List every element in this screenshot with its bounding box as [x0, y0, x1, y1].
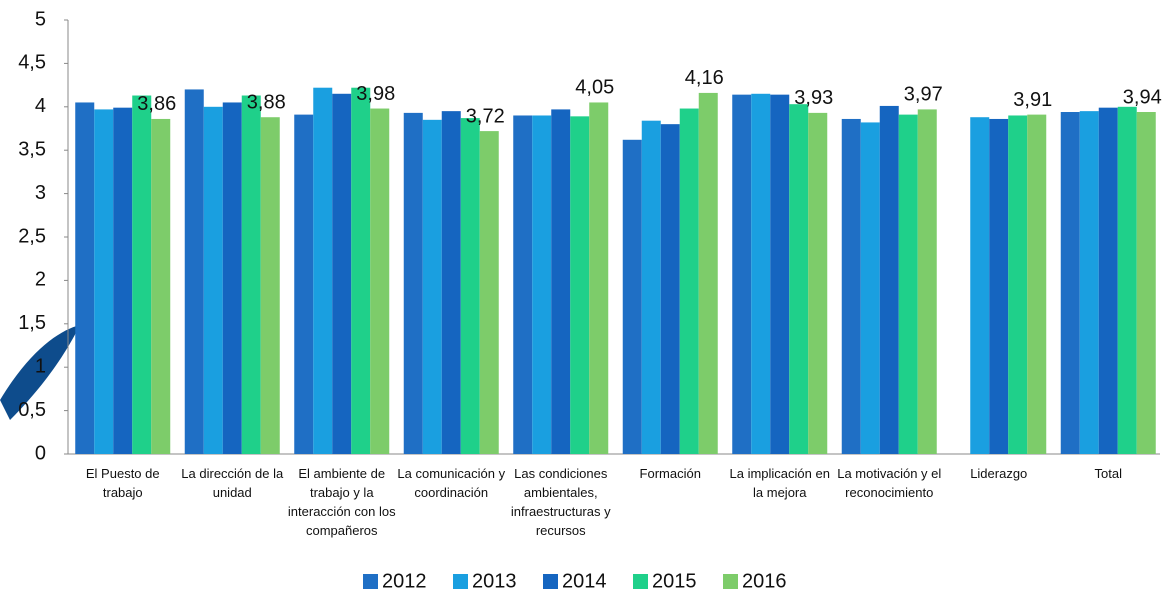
x-tick-label: Formación — [639, 466, 701, 481]
data-label: 3,94 — [1123, 86, 1162, 108]
data-label: 3,93 — [794, 87, 833, 109]
x-tick-label: Liderazgo — [970, 466, 1028, 481]
bar — [1098, 107, 1118, 454]
bar — [1117, 106, 1137, 455]
bar — [479, 131, 499, 454]
bar — [551, 109, 571, 455]
bar — [660, 124, 680, 454]
bar — [332, 93, 352, 454]
bar — [622, 139, 642, 454]
bar — [879, 105, 899, 454]
x-tick-label: La comunicación y coordinación — [397, 466, 506, 500]
data-label: 3,86 — [137, 93, 176, 115]
bar — [75, 102, 95, 455]
bar — [770, 94, 790, 454]
y-tick-label: 3 — [35, 182, 46, 204]
data-label: 3,98 — [356, 83, 395, 105]
data-label: 3,97 — [904, 84, 943, 106]
y-tick-label: 4 — [35, 95, 46, 117]
bar — [532, 115, 552, 454]
y-tick-label: 5 — [35, 8, 46, 30]
legend-swatch — [723, 574, 738, 589]
bar — [641, 120, 661, 455]
x-tick-label: La dirección de la unidad — [181, 466, 284, 500]
bar — [313, 87, 333, 454]
bar — [422, 119, 442, 454]
legend-swatch — [543, 574, 558, 589]
bar — [94, 109, 114, 455]
bar — [917, 109, 937, 455]
data-label: 3,72 — [466, 105, 505, 127]
y-tick-label: 2 — [35, 269, 46, 291]
bar — [113, 107, 133, 454]
legend-label: 2013 — [472, 570, 517, 592]
bar — [1060, 112, 1080, 455]
bar — [898, 114, 918, 454]
bar — [841, 118, 861, 455]
bar — [698, 92, 718, 455]
bar — [570, 116, 590, 455]
y-tick-label: 0 — [35, 442, 46, 464]
legend-swatch — [633, 574, 648, 589]
bar — [789, 104, 809, 455]
legend-label: 2014 — [562, 570, 607, 592]
x-tick-label: El Puesto de trabajo — [85, 466, 160, 500]
y-tick-label: 1,5 — [18, 312, 46, 334]
bar — [970, 117, 990, 454]
bar — [184, 89, 204, 454]
x-tick-label: La implicación en la mejora — [729, 466, 830, 500]
legend-swatch — [453, 574, 468, 589]
bar — [294, 114, 314, 454]
y-tick-label: 1 — [35, 355, 46, 377]
data-label: 3,88 — [247, 91, 286, 113]
bar — [732, 94, 752, 454]
bar — [351, 87, 371, 454]
bar — [989, 118, 1009, 455]
bar — [132, 95, 152, 455]
bar — [860, 122, 880, 454]
legend-label: 2016 — [742, 570, 787, 592]
y-tick-label: 2,5 — [18, 225, 46, 247]
bar — [751, 93, 771, 454]
y-tick-label: 4,5 — [18, 52, 46, 74]
bar — [241, 95, 261, 455]
x-tick-label: Las condiciones ambientales, infraestruc… — [510, 466, 611, 538]
y-tick-label: 3,5 — [18, 138, 46, 160]
bar — [222, 102, 242, 455]
bar — [403, 112, 423, 454]
bar — [151, 118, 171, 455]
bar — [1008, 115, 1028, 454]
bar — [460, 118, 480, 455]
bar — [513, 115, 533, 454]
data-label: 3,91 — [1013, 89, 1052, 111]
bar — [1136, 112, 1156, 455]
x-tick-label: La motivación y el reconocimiento — [837, 466, 942, 500]
bar — [1027, 114, 1047, 454]
bar — [203, 106, 223, 455]
x-tick-label: Total — [1094, 466, 1122, 481]
bar — [370, 108, 390, 454]
bar — [589, 102, 609, 455]
data-label: 4,05 — [575, 77, 614, 99]
bar — [260, 117, 280, 454]
bar — [679, 108, 699, 454]
bar — [808, 112, 828, 454]
x-tick-label: El ambiente de trabajo y la interacción … — [287, 466, 396, 538]
data-label: 4,16 — [685, 67, 724, 89]
bar — [441, 111, 461, 454]
legend-label: 2015 — [652, 570, 697, 592]
bar — [1079, 111, 1099, 454]
y-tick-label: 0,5 — [18, 399, 46, 421]
legend-label: 2012 — [382, 570, 427, 592]
decoration — [0, 325, 80, 420]
legend-swatch — [363, 574, 378, 589]
